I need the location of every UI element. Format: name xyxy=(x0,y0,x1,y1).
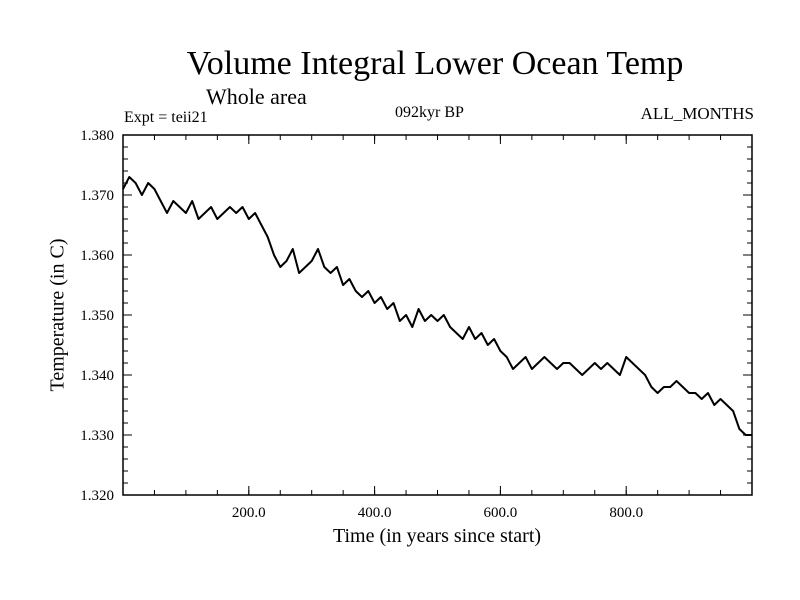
chart-subtitle: Whole area xyxy=(206,84,307,109)
y-tick-labels: 1.320 1.330 1.340 1.350 1.360 1.370 1.380 xyxy=(80,128,114,504)
y-tick-label: 1.380 xyxy=(80,128,114,144)
y-tick-label: 1.360 xyxy=(80,248,114,264)
y-tick-label: 1.350 xyxy=(80,308,114,324)
experiment-label: Expt = teii21 xyxy=(124,109,208,126)
series-line xyxy=(122,176,752,436)
y-tick-label: 1.330 xyxy=(80,428,114,444)
x-tick-labels: 200.0 400.0 600.0 800.0 xyxy=(232,505,643,521)
plot-frame xyxy=(122,134,753,496)
y-tick-label: 1.340 xyxy=(80,368,114,384)
period-label: 092kyr BP xyxy=(395,104,464,121)
y-tick-label: 1.320 xyxy=(80,488,114,504)
x-axis-label: Time (in years since start) xyxy=(332,525,542,547)
y-tick-label: 1.370 xyxy=(80,188,114,204)
x-tick-label: 400.0 xyxy=(358,505,392,521)
months-label: ALL_MONTHS xyxy=(640,104,754,123)
axis-ticks xyxy=(123,134,752,496)
x-tick-label: 200.0 xyxy=(232,505,266,521)
series-layer xyxy=(122,176,752,436)
x-tick-label: 600.0 xyxy=(484,505,518,521)
chart-title: Volume Integral Lower Ocean Temp xyxy=(186,45,684,82)
x-tick-label: 800.0 xyxy=(609,505,643,521)
